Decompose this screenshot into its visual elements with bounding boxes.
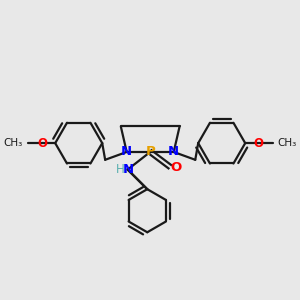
Text: N: N — [121, 146, 132, 158]
Text: O: O — [170, 161, 181, 174]
Text: N: N — [123, 163, 134, 176]
Text: P: P — [145, 146, 155, 158]
Text: O: O — [253, 136, 263, 150]
Text: O: O — [38, 136, 47, 150]
Text: CH₃: CH₃ — [278, 138, 297, 148]
Text: H: H — [116, 163, 124, 176]
Text: CH₃: CH₃ — [4, 138, 23, 148]
Text: N: N — [168, 146, 179, 158]
